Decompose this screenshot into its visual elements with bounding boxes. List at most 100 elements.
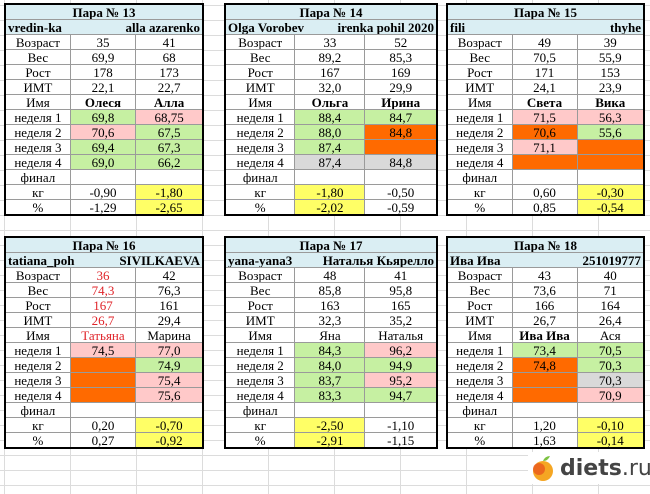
value-cell-2[interactable] <box>364 139 438 155</box>
value-cell-1[interactable]: 1,63 <box>511 432 578 449</box>
value-cell-2[interactable] <box>364 169 438 185</box>
value-cell-1[interactable] <box>511 154 578 170</box>
value-cell-2[interactable]: 29,4 <box>135 312 204 328</box>
value-cell-2[interactable]: -1,80 <box>135 184 204 200</box>
value-cell-1[interactable]: -1,80 <box>294 184 366 200</box>
value-cell-2[interactable]: -0,30 <box>576 184 645 200</box>
value-cell-2[interactable]: 84,7 <box>364 109 438 125</box>
value-cell-1[interactable]: 26,7 <box>69 312 137 328</box>
value-cell-1[interactable]: 71,1 <box>511 139 578 155</box>
value-cell-1[interactable]: 32,0 <box>294 79 366 95</box>
value-cell-2[interactable]: Ася <box>576 327 645 343</box>
value-cell-2[interactable]: 39 <box>576 34 645 50</box>
value-cell-2[interactable]: 41 <box>135 34 204 50</box>
value-cell-1[interactable]: 74,5 <box>69 342 137 358</box>
value-cell-2[interactable]: Вика <box>576 94 645 110</box>
value-cell-2[interactable]: -0,54 <box>576 199 645 216</box>
value-cell-1[interactable]: 0,20 <box>69 417 137 433</box>
value-cell-2[interactable] <box>576 402 645 418</box>
value-cell-1[interactable]: Татьяна <box>69 327 137 343</box>
value-cell-1[interactable]: 70,6 <box>511 124 578 140</box>
value-cell-2[interactable]: 68 <box>135 49 204 65</box>
value-cell-2[interactable]: 70,5 <box>576 342 645 358</box>
value-cell-1[interactable] <box>511 372 578 388</box>
value-cell-2[interactable]: 96,2 <box>364 342 438 358</box>
value-cell-2[interactable]: 55,9 <box>576 49 645 65</box>
value-cell-1[interactable]: -0,90 <box>69 184 137 200</box>
value-cell-2[interactable]: 95,2 <box>364 372 438 388</box>
value-cell-1[interactable] <box>294 402 366 418</box>
value-cell-1[interactable]: 87,4 <box>294 139 366 155</box>
value-cell-2[interactable]: -0,59 <box>364 199 438 216</box>
value-cell-1[interactable]: Света <box>511 94 578 110</box>
value-cell-2[interactable]: Наталья <box>364 327 438 343</box>
value-cell-1[interactable]: 84,0 <box>294 357 366 373</box>
value-cell-2[interactable]: 42 <box>135 267 204 283</box>
value-cell-2[interactable] <box>576 154 645 170</box>
value-cell-1[interactable]: Олеся <box>69 94 137 110</box>
value-cell-1[interactable]: 87,4 <box>294 154 366 170</box>
value-cell-1[interactable]: 74,8 <box>511 357 578 373</box>
value-cell-1[interactable]: 89,2 <box>294 49 366 65</box>
value-cell-2[interactable]: 94,9 <box>364 357 438 373</box>
value-cell-2[interactable]: 75,4 <box>135 372 204 388</box>
value-cell-2[interactable]: 95,8 <box>364 282 438 298</box>
value-cell-1[interactable] <box>69 402 137 418</box>
value-cell-2[interactable]: 169 <box>364 64 438 80</box>
value-cell-2[interactable]: 23,9 <box>576 79 645 95</box>
value-cell-1[interactable]: Ива Ива <box>511 327 578 343</box>
value-cell-1[interactable]: Ольга <box>294 94 366 110</box>
value-cell-2[interactable]: 26,4 <box>576 312 645 328</box>
value-cell-1[interactable]: 83,7 <box>294 372 366 388</box>
value-cell-1[interactable]: 88,4 <box>294 109 366 125</box>
value-cell-2[interactable]: 84,8 <box>364 124 438 140</box>
value-cell-1[interactable]: 0,27 <box>69 432 137 449</box>
value-cell-2[interactable]: -0,50 <box>364 184 438 200</box>
value-cell-1[interactable]: 0,85 <box>511 199 578 216</box>
value-cell-1[interactable]: 88,0 <box>294 124 366 140</box>
value-cell-1[interactable]: 22,1 <box>69 79 137 95</box>
value-cell-2[interactable]: Ирина <box>364 94 438 110</box>
value-cell-2[interactable]: Марина <box>135 327 204 343</box>
value-cell-1[interactable] <box>294 169 366 185</box>
value-cell-2[interactable]: 85,3 <box>364 49 438 65</box>
value-cell-1[interactable]: 24,1 <box>511 79 578 95</box>
value-cell-1[interactable]: 70,5 <box>511 49 578 65</box>
value-cell-1[interactable] <box>511 169 578 185</box>
value-cell-2[interactable]: 56,3 <box>576 109 645 125</box>
value-cell-2[interactable] <box>364 402 438 418</box>
value-cell-2[interactable]: 75,6 <box>135 387 204 403</box>
value-cell-2[interactable]: -2,65 <box>135 199 204 216</box>
value-cell-2[interactable]: -0,14 <box>576 432 645 449</box>
value-cell-2[interactable]: 35,2 <box>364 312 438 328</box>
value-cell-1[interactable]: -2,91 <box>294 432 366 449</box>
value-cell-2[interactable]: 153 <box>576 64 645 80</box>
value-cell-2[interactable]: 55,6 <box>576 124 645 140</box>
value-cell-1[interactable] <box>69 387 137 403</box>
value-cell-2[interactable]: 52 <box>364 34 438 50</box>
value-cell-2[interactable]: 94,7 <box>364 387 438 403</box>
value-cell-1[interactable]: 26,7 <box>511 312 578 328</box>
value-cell-1[interactable]: 166 <box>511 297 578 313</box>
value-cell-1[interactable]: 33 <box>294 34 366 50</box>
value-cell-1[interactable] <box>69 357 137 373</box>
value-cell-1[interactable]: 69,9 <box>69 49 137 65</box>
value-cell-2[interactable] <box>135 169 204 185</box>
value-cell-2[interactable]: 84,8 <box>364 154 438 170</box>
value-cell-2[interactable]: 41 <box>364 267 438 283</box>
value-cell-1[interactable]: 43 <box>511 267 578 283</box>
value-cell-2[interactable]: 165 <box>364 297 438 313</box>
value-cell-1[interactable]: 167 <box>294 64 366 80</box>
value-cell-2[interactable]: 74,9 <box>135 357 204 373</box>
value-cell-2[interactable]: -0,92 <box>135 432 204 449</box>
value-cell-1[interactable]: 36 <box>69 267 137 283</box>
value-cell-1[interactable]: 167 <box>69 297 137 313</box>
value-cell-1[interactable] <box>511 402 578 418</box>
value-cell-1[interactable]: 69,4 <box>69 139 137 155</box>
value-cell-2[interactable]: 71 <box>576 282 645 298</box>
value-cell-2[interactable]: 66,2 <box>135 154 204 170</box>
value-cell-1[interactable]: 70,6 <box>69 124 137 140</box>
value-cell-1[interactable]: 35 <box>69 34 137 50</box>
value-cell-1[interactable]: Яна <box>294 327 366 343</box>
value-cell-2[interactable]: 68,75 <box>135 109 204 125</box>
